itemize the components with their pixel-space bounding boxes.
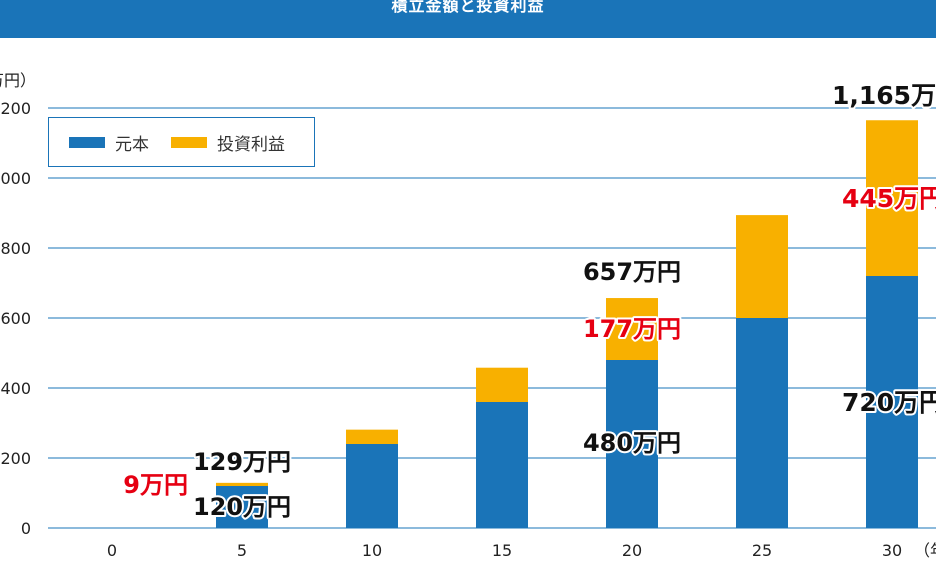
bar-profit — [606, 298, 658, 360]
legend-label-profit: 投資利益 — [217, 134, 285, 155]
bar-profit — [346, 429, 398, 444]
y-tick-label: 1,200 — [0, 99, 31, 118]
principal-label: 120万円 — [193, 493, 291, 521]
principal-label: 480万円 — [583, 429, 681, 457]
y-axis-unit-label: （万円） — [0, 71, 36, 90]
legend-swatch-profit — [171, 136, 207, 148]
y-tick-label: 800 — [0, 239, 31, 258]
y-tick-label: 0 — [21, 519, 31, 538]
profit-label: 445万円 — [842, 184, 936, 213]
legend-item-principal: 元本 — [69, 130, 149, 155]
x-tick-label: 15 — [492, 541, 512, 560]
principal-label: 720万円 — [842, 388, 936, 417]
y-tick-label: 400 — [0, 379, 31, 398]
bar-profit — [216, 482, 268, 486]
x-tick-label: 30 — [882, 541, 902, 560]
bar-principal — [866, 276, 918, 528]
legend: 元本 投資利益 — [48, 117, 315, 167]
legend-swatch-principal — [69, 136, 105, 148]
total-label: 657万円 — [583, 258, 681, 286]
y-tick-label: 1,000 — [0, 169, 31, 188]
x-tick-label: 0 — [107, 541, 117, 560]
bar-principal — [606, 360, 658, 528]
x-tick-label: 10 — [362, 541, 382, 560]
chart-title-bar: 積立金額と投資利益 — [0, 0, 936, 38]
y-tick-label: 200 — [0, 449, 31, 468]
x-tick-label: 20 — [622, 541, 642, 560]
profit-label: 9万円 — [123, 471, 188, 499]
bar-principal — [736, 318, 788, 528]
bar-principal — [476, 402, 528, 528]
x-tick-label: 5 — [237, 541, 247, 560]
legend-label-principal: 元本 — [115, 134, 149, 155]
x-axis-unit-label: （年） — [914, 541, 936, 560]
total-label: 1,165万円 — [832, 81, 936, 110]
profit-label: 177万円 — [583, 315, 681, 343]
bar-profit — [476, 367, 528, 402]
bar-principal — [346, 444, 398, 528]
y-tick-label: 600 — [0, 309, 31, 328]
legend-item-profit: 投資利益 — [171, 130, 285, 155]
chart-title: 積立金額と投資利益 — [391, 0, 545, 15]
bar-profit — [866, 120, 918, 276]
bar-profit — [736, 215, 788, 318]
x-tick-label: 25 — [752, 541, 772, 560]
total-label: 129万円 — [193, 448, 291, 476]
bar-principal — [216, 486, 268, 528]
